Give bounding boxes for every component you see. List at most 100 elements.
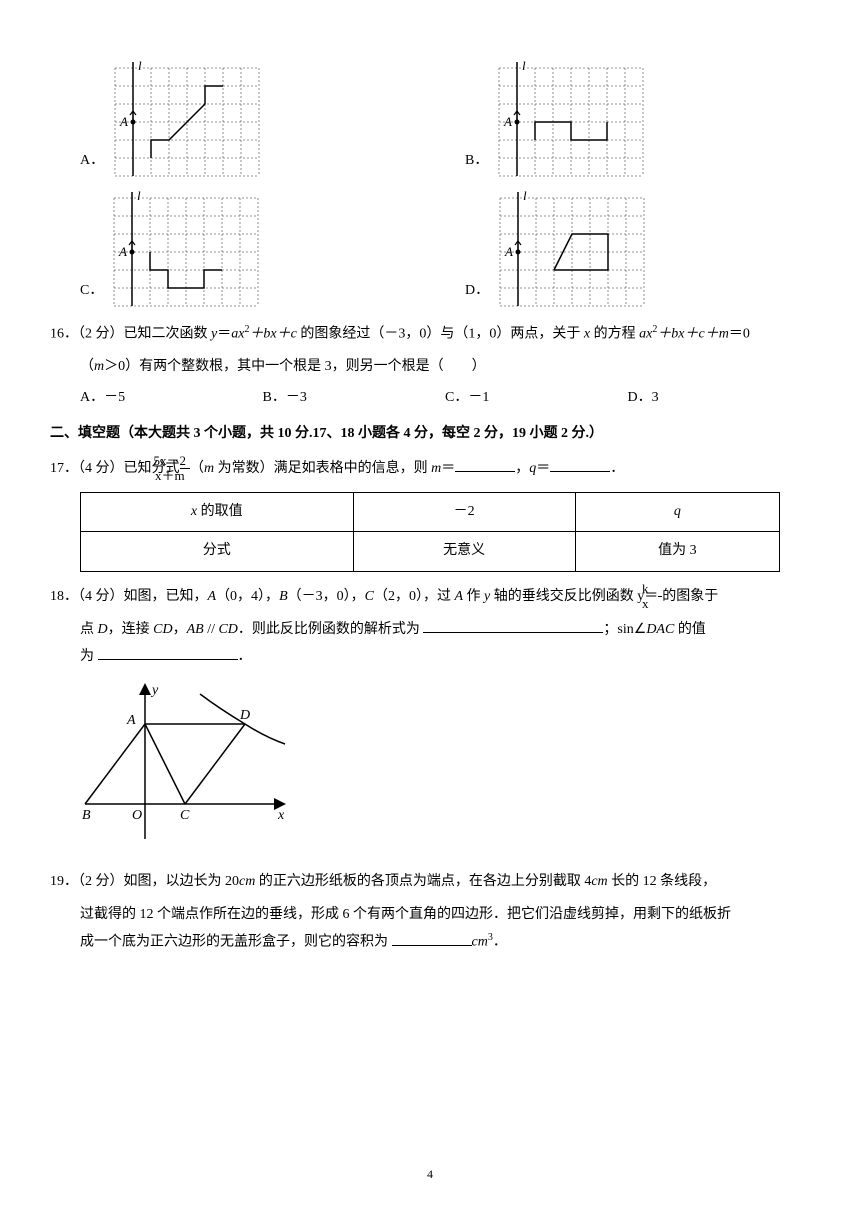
question-19-line2: 过截得的 12 个端点作所在边的垂线，形成 6 个有两个直角的四边形．把它们沿虚… [50,902,810,929]
q18-mid3: 的图象于 [662,589,718,604]
q16-opt-b: B．－3 [263,385,446,412]
q19-l1b: 的正六边形纸板的各顶点为端点，在各边上分别截取 4 [255,874,591,889]
q19-l2: 过截得的 12 个端点作所在边的垂线，形成 6 个有两个直角的四边形．把它们沿虚… [80,907,731,922]
svg-text:l: l [522,60,526,73]
q19-period: ． [493,935,507,950]
q16-l2-mid: ＞0）有两个整数根，其中一个根是 3，则另一个根是（ ） [104,359,486,374]
option-a: A． lA [80,60,425,180]
q16-eq0: ＝0 [729,327,750,342]
q18-blank2 [98,659,238,660]
q19-cm3: cm [472,935,488,950]
q16-mid2: 的方程 [590,327,639,342]
q19-l1: 19．（2 分）如图，以边长为 20 [50,874,239,889]
q17-t-r1c3: q [575,492,779,532]
q18-coordB: （－3，0）， [288,589,365,604]
q17-mid2: 为常数）满足如表格中的信息，则 [214,461,431,476]
label-y: y [150,683,159,698]
q17-blank2 [550,471,610,472]
page-number: 4 [0,1163,860,1186]
svg-text:A: A [503,114,512,129]
q16-options: A．－5 B．－3 C．－1 D．3 [50,385,810,412]
diagram-b: lA [496,60,646,180]
q18-coordC: （2，0），过 [374,589,455,604]
q18-CD: CD [153,622,172,637]
q18-l2c: ， [173,622,187,637]
svg-text:A: A [119,114,128,129]
option-b: B． lA [465,60,810,180]
question-18-line3: 为 ． [50,644,810,671]
q18-C: C [365,589,374,604]
label-O: O [132,808,142,823]
q18-DAC: DAC [646,622,674,637]
label-C: C [180,808,190,823]
q17-mid: （ [190,461,204,476]
q16-rest2: ＋bx＋c＋m [657,327,729,342]
q16-rest1: ＋bx＋c [249,327,296,342]
q16-mid1: 的图象经过（－3，0）与（1，0）两点，关于 [297,327,584,342]
option-letter-b: B． [465,148,488,175]
q16-opt-a: A．－5 [80,385,263,412]
q15-options-grid: A． lA B． lA C． lA D． lA [80,60,810,310]
q17-blank1 [455,471,515,472]
q16-l2-pre: （ [80,359,94,374]
option-c: C． lA [80,190,425,310]
q17-t-r2c3: 值为 3 [575,532,779,572]
q19-l3a: 成一个底为正六边形的无盖形盒子，则它的容积为 [80,935,392,950]
q16-ax: ax [231,327,244,342]
q18-mid2: 轴的垂线交反比例函数 [490,589,637,604]
q18-diagram: y x A D B O C [80,679,810,860]
q17-m: m [204,461,214,476]
q17-fraction: 5x－2x＋m [180,454,191,484]
q19-l1c: 长的 12 条线段， [608,874,717,889]
q16-opt-c: C．－1 [445,385,628,412]
question-16-line2: （m＞0）有两个整数根，其中一个根是 3，则另一个根是（ ） [50,354,810,381]
q18-l2e: ；sin∠ [603,622,646,637]
q17-num: 5x－2 [180,454,191,469]
q17-t-r1c1: x 的取值 [81,492,354,532]
q18-period: ． [238,649,252,664]
q16-opt-d: D．3 [628,385,811,412]
question-18-line2: 点 D，连接 CD，AB // CD．则此反比例函数的解析式为 ；sin∠DAC… [50,617,810,644]
q16-m: m [94,359,104,374]
question-18: 18．（4 分）如图，已知，A（0，4），B（－3，0），C（2，0），过 A … [50,582,810,612]
question-17: 17．（4 分）已知分式5x－2x＋m（m 为常数）满足如表格中的信息，则 m＝… [50,454,810,484]
q18-CD2: CD [218,622,237,637]
label-x: x [277,808,285,823]
q17-table: x 的取值 －2 q 分式 无意义 值为 3 [80,492,780,572]
q18-A: A [208,589,217,604]
q18-blank1 [423,632,603,633]
section-2-title: 二、填空题（本大题共 3 个小题，共 10 分.17、18 小题各 4 分，每空… [50,421,810,448]
q17-period: ． [610,461,624,476]
q16-ax2: ax [639,327,652,342]
q17-den: x＋m [180,469,191,483]
q18-mid1: 作 [463,589,484,604]
q18-l2a: 点 [80,622,98,637]
q18-l1a: 18．（4 分）如图，已知， [50,589,208,604]
q18-par: // [204,622,219,637]
q17-m2: m [431,461,441,476]
svg-text:A: A [504,244,513,259]
q18-l3: 为 [80,649,98,664]
diagram-a: lA [112,60,262,180]
q19-cm1: cm [239,874,255,889]
q18-B: B [279,589,288,604]
label-D: D [239,708,250,723]
q17-eq2: ＝ [536,461,550,476]
option-d: D． lA [465,190,810,310]
q18-l2d: ．则此反比例函数的解析式为 [238,622,424,637]
option-letter-c: C． [80,278,103,305]
q16-eq: ＝ [217,327,231,342]
question-19-line3: 成一个底为正六边形的无盖形盒子，则它的容积为 cm3． [50,928,810,956]
svg-text:l: l [137,190,141,203]
q18-l2f: 的值 [674,622,706,637]
question-19: 19．（2 分）如图，以边长为 20cm 的正六边形纸板的各顶点为端点，在各边上… [50,869,810,896]
question-16: 16．（2 分）已知二次函数 y＝ax2＋bx＋c 的图象经过（－3，0）与（1… [50,320,810,348]
q19-cm2: cm [591,874,607,889]
diagram-c: lA [111,190,261,310]
diagram-d: lA [497,190,647,310]
q18-coordA: （0，4）， [216,589,279,604]
q19-blank [392,945,472,946]
svg-text:A: A [118,244,127,259]
svg-text:l: l [523,190,527,203]
q18-l2b: ，连接 [108,622,154,637]
